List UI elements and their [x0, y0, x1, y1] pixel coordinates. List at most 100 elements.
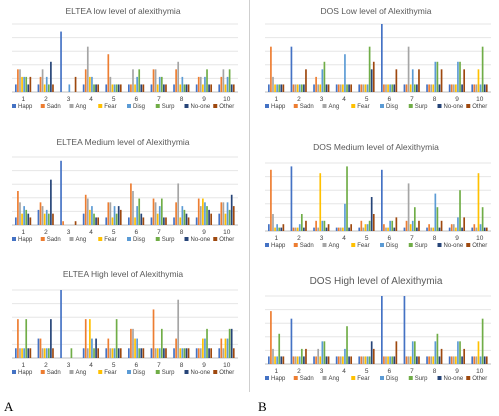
- bar-other-10: [485, 356, 488, 364]
- x-tick-label: 7: [157, 362, 161, 369]
- bar-noone-9: [461, 84, 463, 92]
- bar-happ-6: [381, 169, 383, 231]
- bar-happ-5: [358, 84, 361, 92]
- bar-other-9: [463, 69, 466, 92]
- bar-disg-2: [298, 356, 301, 364]
- bar-other-10: [485, 84, 488, 92]
- bar-other-7: [418, 69, 420, 92]
- legend-swatch: [293, 104, 298, 108]
- legend-swatch: [127, 104, 131, 108]
- bar-other-2: [305, 69, 307, 92]
- bar-disg-9: [204, 202, 206, 225]
- x-tick-label: 4: [89, 96, 93, 103]
- bar-disg-4: [91, 206, 93, 225]
- bar-surp-2: [300, 84, 303, 92]
- x-tick-label: 3: [67, 229, 71, 236]
- bar-noone-1: [27, 213, 30, 225]
- legend-label: Sadn: [300, 104, 314, 110]
- bar-sadn-7: [405, 84, 408, 92]
- bar-other-10: [485, 227, 488, 231]
- bar-ang-9: [452, 224, 455, 231]
- bar-fear-3: [319, 84, 322, 92]
- legend-label: Fear: [104, 104, 116, 110]
- legend-label: Fear: [357, 243, 369, 249]
- bar-noone-1: [27, 84, 30, 92]
- legend-swatch: [293, 376, 298, 380]
- bar-ang-5: [362, 84, 365, 92]
- bar-fear-10: [224, 338, 227, 358]
- bar-sadn-9: [197, 198, 200, 225]
- bar-sadn-1: [270, 169, 272, 231]
- bar-fear-10: [224, 213, 227, 225]
- legend-label: Happ: [18, 104, 33, 110]
- x-tick-label: 5: [112, 229, 116, 236]
- bar-ang-9: [452, 356, 455, 364]
- x-tick-label: 10: [223, 229, 231, 236]
- bar-other-1: [282, 84, 285, 92]
- bar-disg-6: [389, 356, 391, 364]
- bar-happ-3: [60, 160, 62, 225]
- bar-other-10: [232, 348, 235, 358]
- bar-sadn-4: [337, 356, 340, 364]
- bar-other-1: [29, 76, 32, 92]
- x-tick-label: 2: [44, 96, 48, 103]
- bar-sadn-2: [292, 356, 295, 364]
- bar-happ-1: [268, 224, 270, 231]
- bar-noone-10: [483, 227, 486, 231]
- bar-disg-8: [181, 206, 184, 225]
- bar-surp-10: [481, 318, 484, 364]
- bar-surp-10: [481, 207, 484, 231]
- legend-label: Other: [219, 104, 234, 110]
- bar-fear-8: [179, 348, 182, 358]
- legend-label: Ang: [76, 104, 87, 110]
- legend-label: Other: [219, 237, 234, 243]
- bar-ang-8: [430, 356, 433, 364]
- legend-swatch: [265, 104, 269, 108]
- bar-other-3: [327, 356, 330, 364]
- bar-other-5: [119, 84, 122, 92]
- bar-noone-4: [95, 217, 97, 225]
- bar-noone-10: [483, 84, 486, 92]
- bar-noone-7: [163, 217, 165, 225]
- bar-surp-7: [413, 341, 416, 364]
- legend-swatch: [155, 370, 160, 374]
- x-tick-label: 8: [433, 96, 437, 103]
- bar-sadn-4: [84, 319, 87, 358]
- x-tick-label: 2: [297, 368, 301, 375]
- x-tick-label: 6: [387, 96, 391, 103]
- bar-fear-10: [477, 341, 480, 364]
- legend-label: Other: [472, 243, 487, 249]
- bar-disg-4: [344, 348, 346, 364]
- bar-disg-8: [181, 76, 184, 92]
- bar-disg-2: [298, 224, 301, 231]
- bar-happ-9: [195, 348, 198, 358]
- bar-happ-5: [358, 356, 361, 364]
- bar-noone-10: [483, 356, 486, 364]
- legend-label: Surp: [415, 376, 428, 382]
- bar-ang-7: [407, 356, 410, 364]
- bar-sadn-5: [107, 54, 110, 92]
- bar-happ-1: [15, 84, 17, 92]
- bar-happ-3: [60, 290, 62, 358]
- x-tick-label: 2: [44, 362, 48, 369]
- bar-disg-8: [434, 193, 437, 231]
- bar-disg-9: [457, 61, 459, 92]
- legend-label: Fear: [104, 237, 116, 243]
- legend-swatch: [184, 370, 189, 374]
- x-tick-label: 3: [320, 96, 324, 103]
- bar-noone-4: [95, 84, 97, 92]
- bar-happ-1: [268, 356, 270, 364]
- bar-disg-6: [389, 84, 391, 92]
- legend-label: Surp: [162, 237, 175, 243]
- legend-swatch: [293, 243, 298, 247]
- panel-label-b: B: [258, 399, 267, 414]
- bar-disg-1: [23, 348, 25, 358]
- bar-happ-8: [173, 84, 175, 92]
- bar-sadn-6: [383, 224, 385, 231]
- bar-other-4: [97, 84, 100, 92]
- bar-disg-5: [113, 206, 116, 225]
- chart-dos-low: DOS Low level of Alexithymia 1 2 3 4 5 6 7 8 9 10…: [253, 0, 499, 128]
- bar-ang-9: [199, 76, 202, 92]
- legend-label: Happ: [18, 370, 33, 376]
- legend-label: Ang: [329, 243, 340, 249]
